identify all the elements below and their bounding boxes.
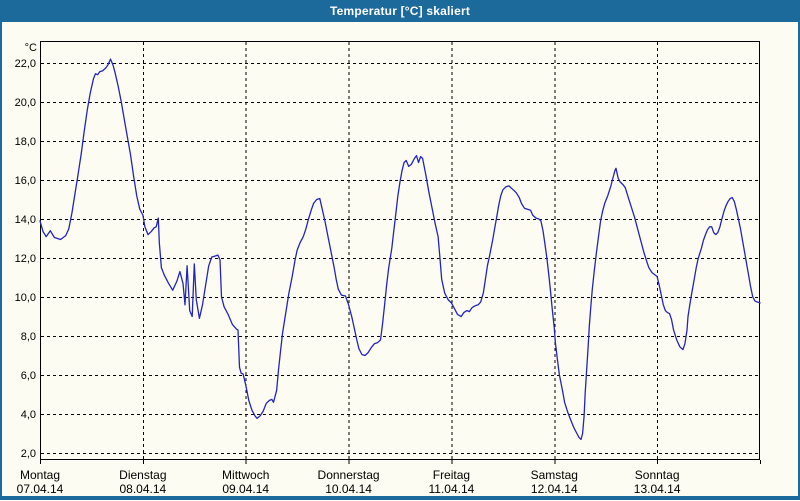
- x-tick-date-label: 13.04.14: [634, 482, 681, 496]
- y-tick-label: 2,0: [21, 448, 36, 460]
- temperature-line-chart: 2,0 4,0 6,0 8,0 10,0 12,0 14,0 16,0 18,0 20,0 22,0…: [15, 41, 761, 496]
- y-tick-label: 6,0: [21, 370, 36, 382]
- x-tick-weekday-label: Samstag: [531, 468, 578, 482]
- x-tick-weekday-label: Freitag: [433, 468, 470, 482]
- y-tick-label: 14,0: [15, 214, 36, 226]
- y-tick-label: 20,0: [15, 97, 36, 109]
- plot-border: [40, 41, 760, 460]
- x-tick-weekday-label: Montag: [20, 468, 60, 482]
- y-tick-label: 12,0: [15, 253, 36, 265]
- y-tick-label: 10,0: [15, 292, 36, 304]
- x-tick-date-label: 12.04.14: [531, 482, 578, 496]
- window-title-bar[interactable]: Temperatur [°C] skaliert: [0, 0, 800, 22]
- x-tick-date-label: 09.04.14: [222, 482, 269, 496]
- x-tick-date-label: 07.04.14: [17, 482, 64, 496]
- y-tick-label: 4,0: [21, 409, 36, 421]
- x-tick-date-label: 10.04.14: [325, 482, 372, 496]
- chart-area: 2,0 4,0 6,0 8,0 10,0 12,0 14,0 16,0 18,0 20,0 22,0…: [2, 22, 798, 496]
- y-tick-label: 22,0: [15, 58, 36, 70]
- x-tick-date-label: 11.04.14: [429, 482, 475, 496]
- x-tick-date-label: 08.04.14: [119, 482, 166, 496]
- x-tick-weekday-label: Mittwoch: [222, 468, 269, 482]
- x-tick-weekday-label: Donnerstag: [318, 468, 380, 482]
- y-tick-label: 16,0: [15, 175, 36, 187]
- x-tick-weekday-label: Dienstag: [119, 468, 166, 482]
- y-tick-label: 8,0: [21, 331, 36, 343]
- y-tick-label: 18,0: [15, 136, 36, 148]
- temperature-series-line: [39, 58, 761, 441]
- window-title: Temperatur [°C] skaliert: [329, 4, 471, 18]
- x-tick-weekday-label: Sonntag: [635, 468, 680, 482]
- y-axis-unit-label: °C: [25, 42, 37, 54]
